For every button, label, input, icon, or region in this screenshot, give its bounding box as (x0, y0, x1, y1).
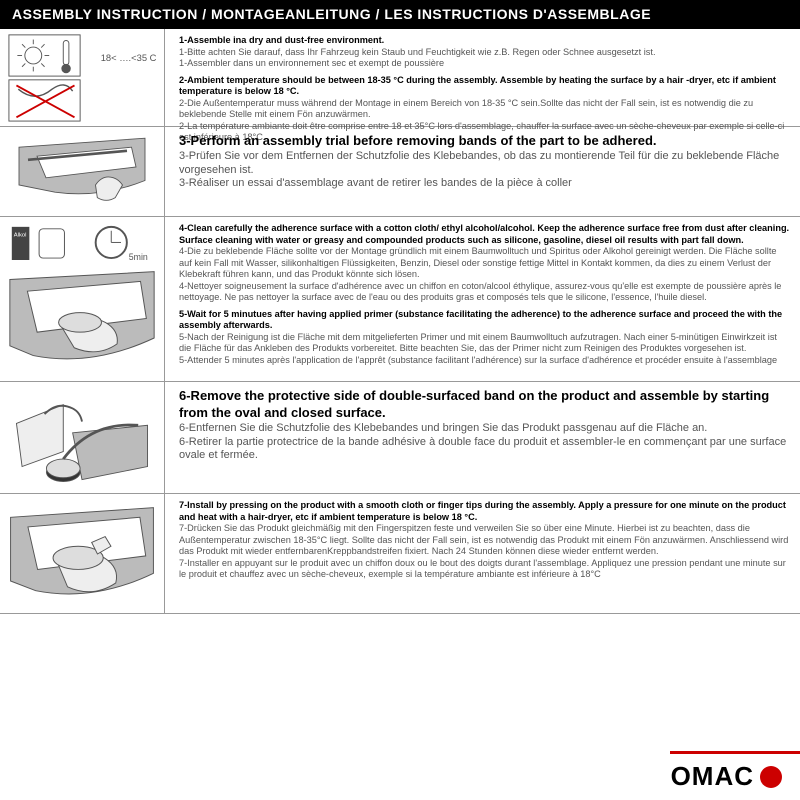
instruction-row: 3-Perform an assembly trial before remov… (0, 127, 800, 217)
instruction-step: 4-Clean carefully the adherence surface … (179, 223, 790, 304)
step-primary: 4-Clean carefully the adherence surface … (179, 223, 790, 246)
instruction-text: 1-Assemble ina dry and dust-free environ… (165, 29, 800, 126)
logo: OMAC (671, 761, 782, 792)
illustration-press-cloth (0, 494, 165, 613)
step-translation: 6-Retirer la partie protectrice de la ba… (179, 436, 790, 464)
instruction-row: 7-Install by pressing on the product wit… (0, 494, 800, 614)
logo-text: OMAC (671, 761, 754, 792)
instruction-step: 7-Install by pressing on the product wit… (179, 500, 790, 581)
step-translation: 1-Assembler dans un environnement sec et… (179, 58, 790, 70)
svg-text:18< ….<35 C: 18< ….<35 C (101, 53, 157, 63)
instruction-sections: 18< ….<35 C 1-Assemble ina dry and dust-… (0, 29, 800, 614)
step-translation: 7-Drücken Sie das Produkt gleichmäßig mi… (179, 523, 790, 558)
step-primary: 6-Remove the protective side of double-s… (179, 388, 790, 422)
instruction-row: 18< ….<35 C 1-Assemble ina dry and dust-… (0, 29, 800, 127)
logo-dot (760, 766, 782, 788)
step-translation: 4-Die zu beklebende Fläche sollte vor de… (179, 246, 790, 281)
step-translation: 3-Réaliser un essai d'assemblage avant d… (179, 177, 790, 191)
instruction-row: Alkol 5min 4-Clean carefully the adheren… (0, 217, 800, 382)
step-primary: 1-Assemble ina dry and dust-free environ… (179, 35, 790, 47)
step-translation: 1-Bitte achten Sie darauf, dass Ihr Fahr… (179, 47, 790, 59)
step-translation: 6-Entfernen Sie die Schutzfolie des Kleb… (179, 422, 790, 436)
step-primary: 7-Install by pressing on the product wit… (179, 500, 790, 523)
illustration-peel-tape (0, 382, 165, 493)
instruction-step: 3-Perform an assembly trial before remov… (179, 133, 790, 191)
step-translation: 5-Attender 5 minutes après l'application… (179, 355, 790, 367)
illustration-sun-thermometer: 18< ….<35 C (0, 29, 165, 126)
footer-accent-line (670, 751, 800, 754)
instruction-step: 5-Wait for 5 minutues after having appli… (179, 309, 790, 367)
step-translation: 2-Die Außentemperatur muss während der M… (179, 98, 790, 121)
illustration-trial-fit (0, 127, 165, 216)
step-primary: 2-Ambient temperature should be between … (179, 75, 790, 98)
step-primary: 3-Perform an assembly trial before remov… (179, 133, 790, 150)
svg-text:Alkol: Alkol (14, 233, 27, 239)
instruction-text: 7-Install by pressing on the product wit… (165, 494, 800, 613)
svg-text:5min: 5min (129, 252, 148, 262)
illustration-clean-wipe: Alkol 5min (0, 217, 165, 381)
step-primary: 5-Wait for 5 minutues after having appli… (179, 309, 790, 332)
instruction-step: 1-Assemble ina dry and dust-free environ… (179, 35, 790, 70)
page-title: ASSEMBLY INSTRUCTION / MONTAGEANLEITUNG … (12, 6, 651, 22)
title-bar: ASSEMBLY INSTRUCTION / MONTAGEANLEITUNG … (0, 0, 800, 29)
step-translation: 7-Installer en appuyant sur le produit a… (179, 558, 790, 581)
step-translation: 5-Nach der Reinigung ist die Fläche mit … (179, 332, 790, 355)
instruction-text: 4-Clean carefully the adherence surface … (165, 217, 800, 381)
instruction-text: 3-Perform an assembly trial before remov… (165, 127, 800, 216)
instruction-step: 6-Remove the protective side of double-s… (179, 388, 790, 463)
step-translation: 3-Prüfen Sie vor dem Entfernen der Schut… (179, 150, 790, 178)
instruction-text: 6-Remove the protective side of double-s… (165, 382, 800, 493)
step-translation: 4-Nettoyer soigneusement la surface d'ad… (179, 281, 790, 304)
instruction-row: 6-Remove the protective side of double-s… (0, 382, 800, 494)
